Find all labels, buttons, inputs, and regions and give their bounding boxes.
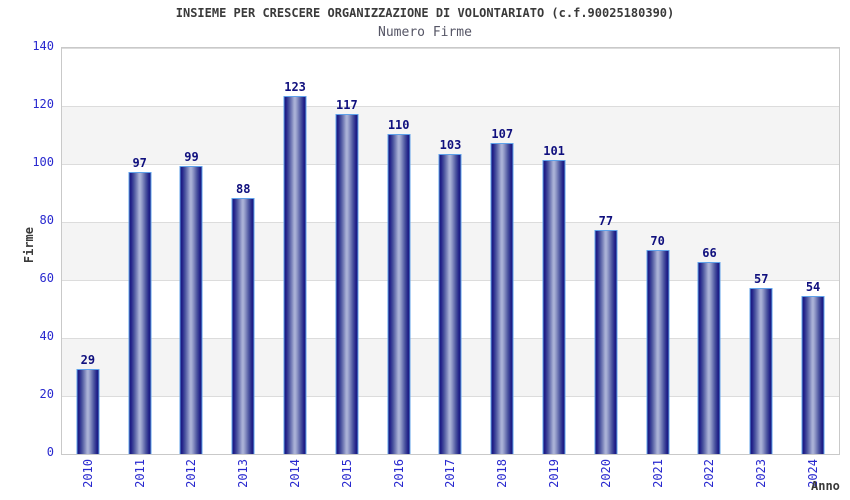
x-tick-label: 2020 <box>598 459 613 488</box>
x-tick: 2019 <box>528 459 580 500</box>
bar-value-label: 88 <box>236 182 251 196</box>
bar-column-2020: 77 <box>580 48 632 454</box>
bar-value-label: 123 <box>284 80 306 94</box>
x-tick: 2023 <box>735 459 787 500</box>
y-tick-label: 140 <box>32 39 54 53</box>
x-tick: 2011 <box>114 459 166 500</box>
x-tick: 2020 <box>580 459 632 500</box>
x-tick: 2021 <box>632 459 684 500</box>
bar-value-label: 66 <box>702 246 717 260</box>
x-tick-label: 2014 <box>288 459 303 488</box>
y-tick-label: 20 <box>39 387 54 401</box>
x-tick-label: 2016 <box>391 459 406 488</box>
x-tick: 2016 <box>373 459 425 500</box>
bar-column-2014: 123 <box>269 48 321 454</box>
x-tick: 2012 <box>166 459 218 500</box>
x-tick-label: 2021 <box>650 459 665 488</box>
bar-value-label: 70 <box>650 234 665 248</box>
y-tick-label: 100 <box>32 155 54 169</box>
y-tick-label: 120 <box>32 97 54 111</box>
plot-area: 29 97 99 88 123 117 110 103 107 101 77 70 66 57 54 <box>61 47 840 455</box>
x-tick-label: 2015 <box>339 459 354 488</box>
bar-column-2016: 110 <box>373 48 425 454</box>
bar-column-2012: 99 <box>166 48 218 454</box>
bar-2015 <box>335 114 359 454</box>
x-tick-label: 2010 <box>80 459 95 488</box>
bar-2010 <box>76 369 100 454</box>
y-axis-label: Firme <box>22 227 36 264</box>
bar-2021 <box>646 250 670 454</box>
bar-column-2015: 117 <box>321 48 373 454</box>
bar-column-2023: 57 <box>735 48 787 454</box>
bar-column-2021: 70 <box>632 48 684 454</box>
x-tick: 2013 <box>217 459 269 500</box>
x-tick-label: 2019 <box>547 459 562 488</box>
x-tick-label: 2011 <box>132 459 147 488</box>
x-tick: 2022 <box>684 459 736 500</box>
bar-column-2019: 101 <box>528 48 580 454</box>
bar-value-label: 117 <box>336 98 358 112</box>
x-tick-label: 2013 <box>236 459 251 488</box>
x-axis-title: Anno <box>811 479 840 493</box>
x-axis-ticks: 2010 2011 2012 2013 2014 2015 2016 2017 2018 2019… <box>62 459 839 500</box>
bar-2011 <box>128 172 152 454</box>
x-tick-label: 2022 <box>702 459 717 488</box>
y-tick-label: 60 <box>39 271 54 285</box>
bar-value-label: 97 <box>132 156 147 170</box>
bar-value-label: 77 <box>598 214 614 228</box>
bars-container: 29 97 99 88 123 117 110 103 107 101 77 70 66 57 54 <box>62 48 839 454</box>
bar-column-2022: 66 <box>684 48 736 454</box>
bar-value-label: 57 <box>754 272 769 286</box>
bar-2016 <box>387 134 411 454</box>
bar-2017 <box>438 154 462 454</box>
bar-value-label: 101 <box>543 144 565 158</box>
bar-column-2011: 97 <box>114 48 166 454</box>
y-tick-label: 0 <box>46 445 54 459</box>
x-tick-label: 2012 <box>184 459 199 488</box>
bar-2014 <box>283 96 307 454</box>
bar-2013 <box>231 198 255 454</box>
bar-2022 <box>697 262 721 454</box>
bar-value-label: 103 <box>439 138 462 152</box>
bar-2024 <box>801 296 825 454</box>
bar-column-2024: 54 <box>787 48 839 454</box>
x-tick-label: 2023 <box>754 459 769 488</box>
chart-subtitle: Numero Firme <box>378 25 472 40</box>
y-tick-label: 40 <box>39 329 54 343</box>
x-tick-label: 2018 <box>495 459 510 488</box>
bar-2012 <box>179 166 203 454</box>
bar-column-2013: 88 <box>217 48 269 454</box>
bar-value-label: 107 <box>491 127 514 141</box>
bar-2020 <box>594 230 618 454</box>
bar-column-2018: 107 <box>476 48 528 454</box>
bar-2019 <box>542 160 566 454</box>
x-tick: 2010 <box>62 459 114 500</box>
bar-2018 <box>490 143 514 454</box>
x-tick-label: 2017 <box>443 459 458 488</box>
bar-column-2010: 29 <box>62 48 114 454</box>
bar-column-2017: 103 <box>425 48 477 454</box>
x-tick: 2015 <box>321 459 373 500</box>
bar-value-label: 29 <box>80 353 96 367</box>
bar-value-label: 110 <box>387 118 410 132</box>
chart-title: INSIEME PER CRESCERE ORGANIZZAZIONE DI V… <box>175 6 675 20</box>
bar-value-label: 54 <box>805 280 821 294</box>
x-tick: 2014 <box>269 459 321 500</box>
x-tick: 2017 <box>425 459 477 500</box>
y-tick-label: 80 <box>39 213 54 227</box>
bar-value-label: 99 <box>184 150 199 164</box>
bar-2023 <box>749 288 773 454</box>
x-tick: 2018 <box>476 459 528 500</box>
